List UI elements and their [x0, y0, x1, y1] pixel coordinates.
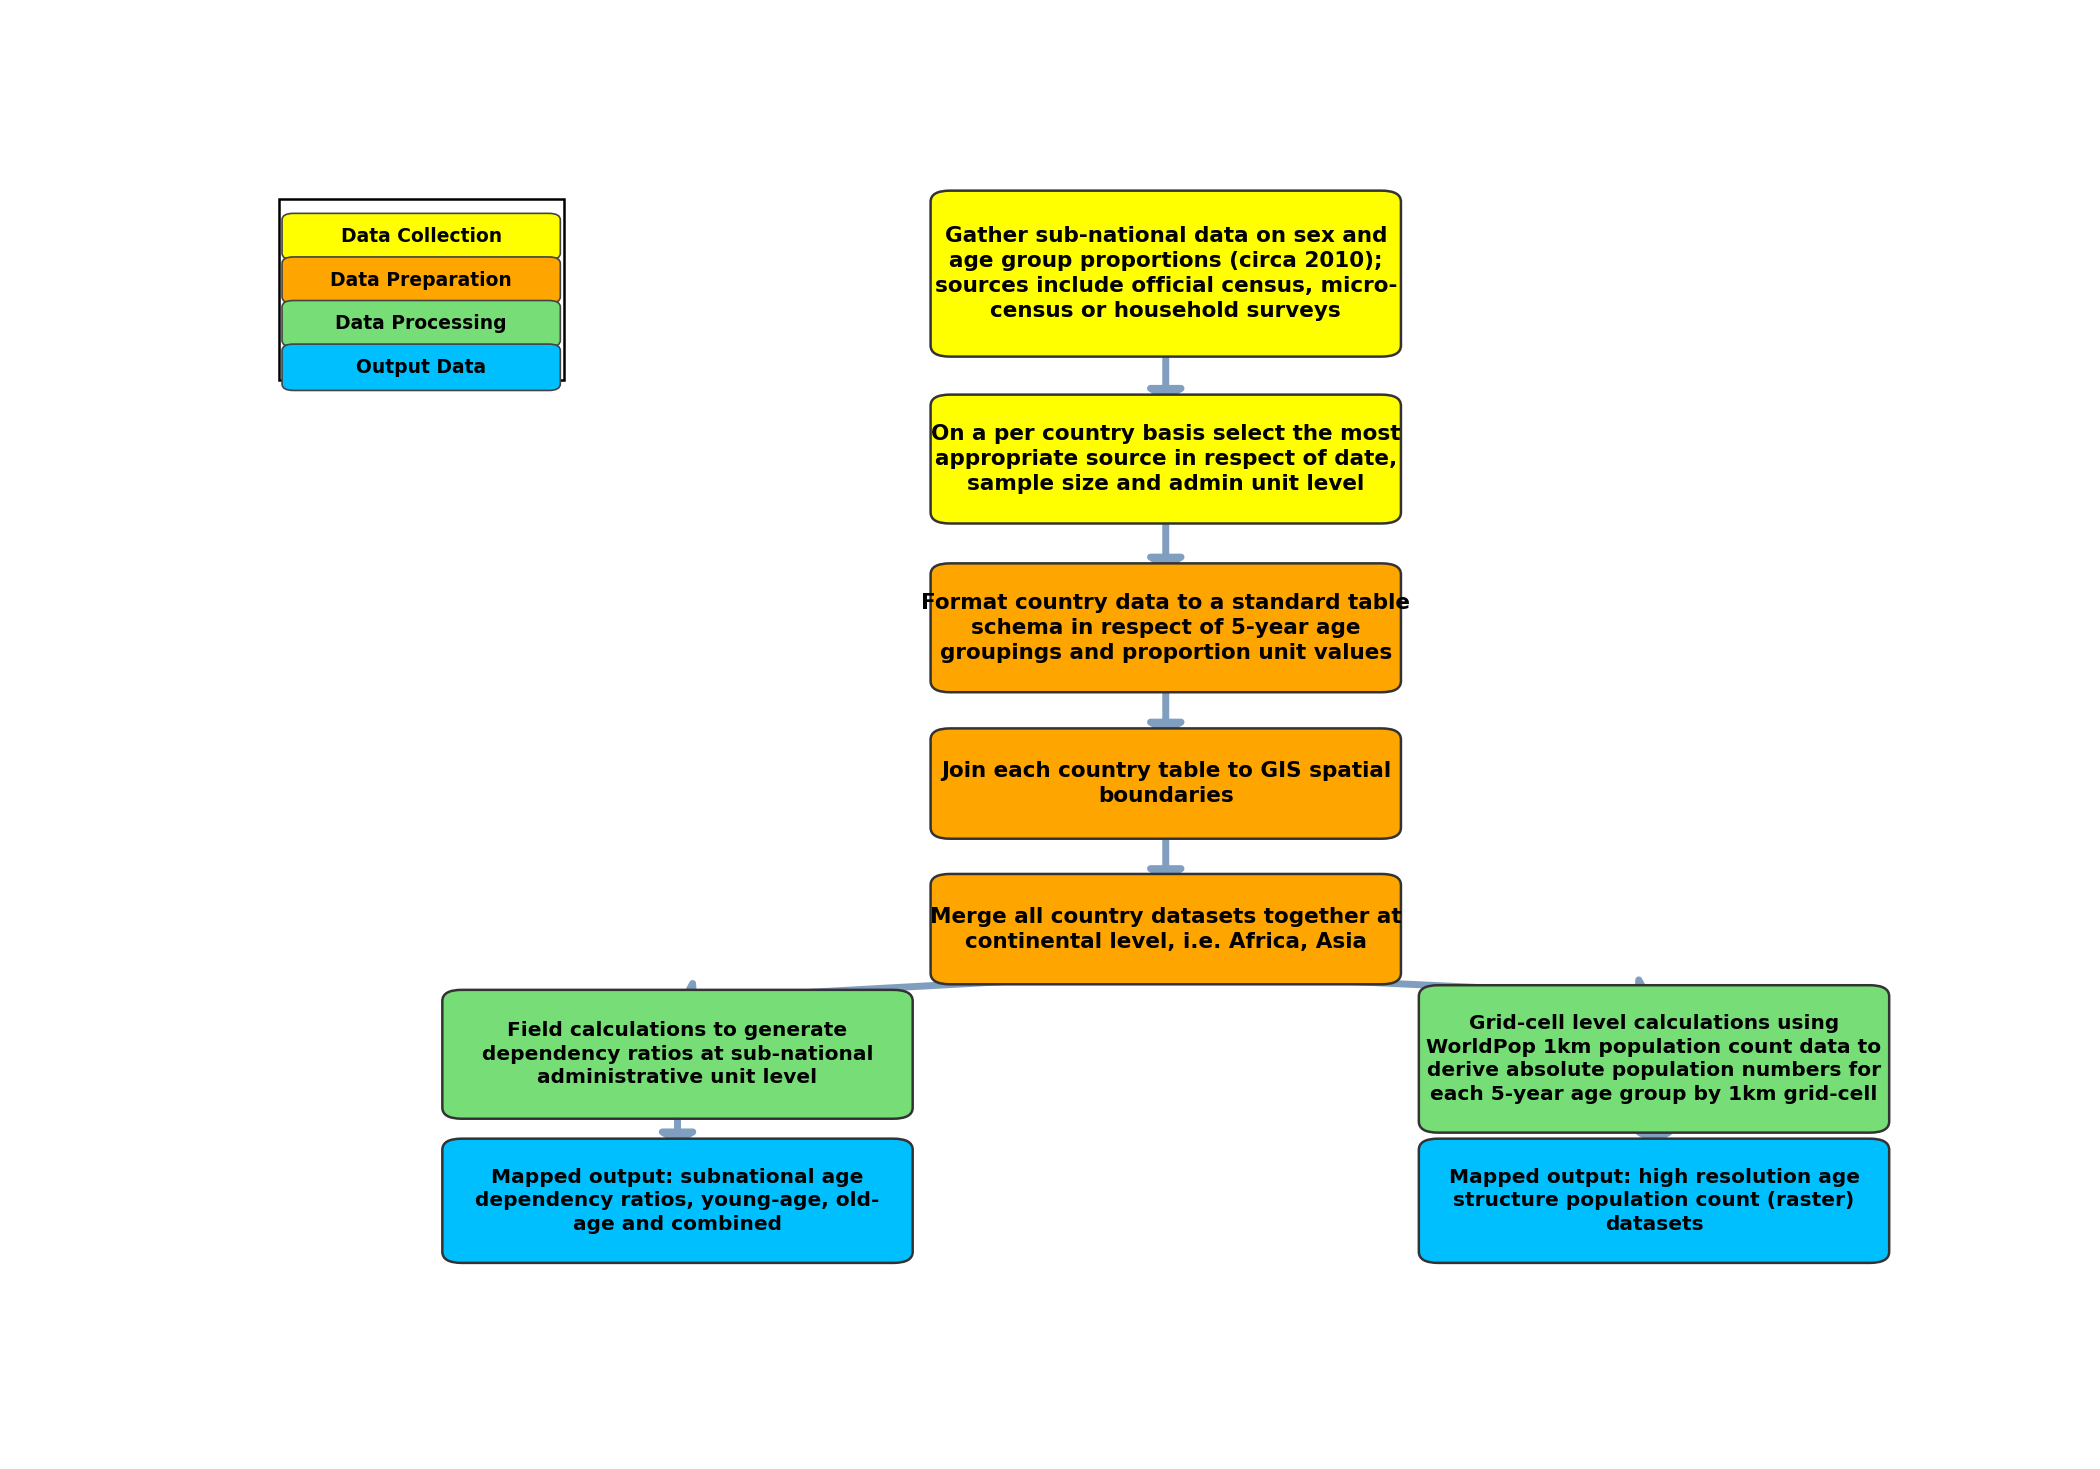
- Text: Join each country table to GIS spatial
boundaries: Join each country table to GIS spatial b…: [941, 761, 1390, 806]
- Text: Grid-cell level calculations using
WorldPop 1km population count data to
derive : Grid-cell level calculations using World…: [1426, 1014, 1882, 1103]
- FancyBboxPatch shape: [281, 344, 561, 391]
- FancyBboxPatch shape: [1420, 1138, 1890, 1263]
- Text: Output Data: Output Data: [357, 358, 487, 376]
- FancyBboxPatch shape: [930, 395, 1401, 523]
- FancyBboxPatch shape: [930, 564, 1401, 692]
- Text: On a per country basis select the most
appropriate source in respect of date,
sa: On a per country basis select the most a…: [930, 425, 1401, 494]
- FancyBboxPatch shape: [930, 729, 1401, 839]
- Text: Data Collection: Data Collection: [340, 228, 502, 245]
- FancyBboxPatch shape: [1420, 986, 1890, 1133]
- FancyBboxPatch shape: [930, 874, 1401, 984]
- FancyBboxPatch shape: [281, 257, 561, 303]
- FancyBboxPatch shape: [443, 1138, 914, 1263]
- Text: Gather sub-national data on sex and
age group proportions (circa 2010);
sources : Gather sub-national data on sex and age …: [934, 226, 1396, 320]
- Text: Merge all country datasets together at
continental level, i.e. Africa, Asia: Merge all country datasets together at c…: [930, 906, 1401, 952]
- Text: Field calculations to generate
dependency ratios at sub-national
administrative : Field calculations to generate dependenc…: [481, 1021, 874, 1087]
- FancyBboxPatch shape: [443, 990, 914, 1119]
- Text: Data Preparation: Data Preparation: [330, 270, 512, 289]
- FancyBboxPatch shape: [930, 191, 1401, 357]
- Text: Format country data to a standard table
schema in respect of 5-year age
grouping: Format country data to a standard table …: [922, 593, 1411, 663]
- Text: Mapped output: high resolution age
structure population count (raster)
datasets: Mapped output: high resolution age struc…: [1449, 1168, 1858, 1234]
- FancyBboxPatch shape: [281, 213, 561, 260]
- Text: Mapped output: subnational age
dependency ratios, young-age, old-
age and combin: Mapped output: subnational age dependenc…: [475, 1168, 880, 1234]
- FancyBboxPatch shape: [279, 200, 563, 380]
- FancyBboxPatch shape: [281, 301, 561, 347]
- Text: Data Processing: Data Processing: [336, 314, 506, 333]
